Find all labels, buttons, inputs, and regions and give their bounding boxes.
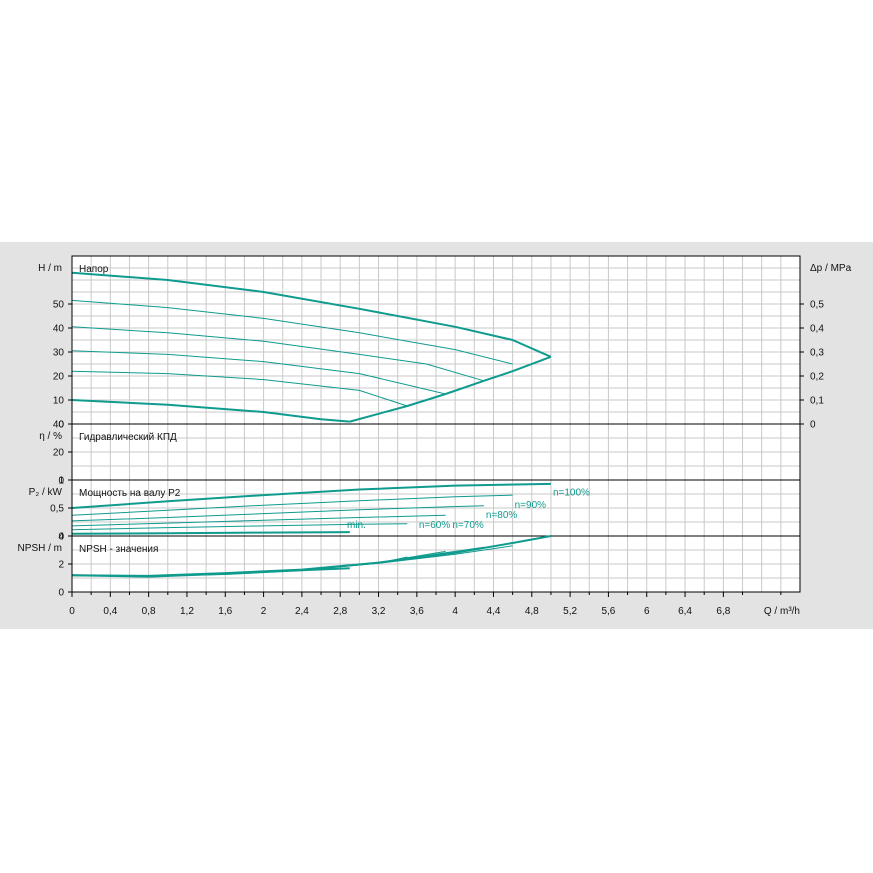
x-tick-label: 5,6 [601, 606, 615, 617]
series-line-n-90- [71, 494, 513, 516]
y-tick-label: 30 [53, 348, 65, 359]
series-label: n=100% [553, 488, 590, 499]
series-line-min- [71, 531, 350, 535]
y-tick-label: 0 [58, 476, 64, 487]
y-tick-label: 40 [53, 324, 65, 335]
series-line-n-70- [71, 350, 446, 395]
series-label: min. [347, 520, 366, 531]
y-axis-label: H / m [38, 263, 62, 274]
x-tick-label: 5,2 [563, 606, 577, 617]
y-axis-label: η / % [39, 431, 62, 442]
x-tick-label: 0,4 [103, 606, 117, 617]
y-right-tick-label: 0,2 [810, 372, 824, 383]
x-tick-label: 3,2 [372, 606, 386, 617]
y-axis-label: P₂ / kW [29, 487, 63, 498]
panel-title: NPSH - значения [79, 544, 158, 555]
x-axis-label: Q / m³/h [764, 606, 800, 617]
x-tick-label: 4,4 [487, 606, 501, 617]
panel-title: Гидравлический КПД [79, 432, 177, 443]
y-tick-label: 20 [53, 372, 65, 383]
x-tick-label: 2 [261, 606, 267, 617]
y-tick-label: 0,5 [50, 504, 64, 515]
y-axis-label: NPSH / m [18, 543, 62, 554]
series-line-n-80- [71, 326, 485, 382]
y-right-tick-label: 0,5 [810, 300, 824, 311]
y-right-tick-label: 0,1 [810, 396, 824, 407]
x-tick-label: 1,2 [180, 606, 194, 617]
y-tick-label: 0 [58, 588, 64, 599]
series-label: n=90% [515, 500, 547, 511]
x-tick-label: 6,8 [716, 606, 730, 617]
x-tick-label: 4,8 [525, 606, 539, 617]
y-tick-label: 20 [53, 448, 65, 459]
series-line-n-100- [71, 482, 551, 509]
series-line-n-90- [71, 299, 513, 365]
panel-title: Напор [79, 264, 109, 275]
series-label: n=70% [452, 520, 484, 531]
series-line-n-80- [71, 505, 484, 522]
x-tick-label: 6 [644, 606, 650, 617]
series-line-limit [349, 355, 552, 423]
y-right-tick-label: 0,3 [810, 348, 824, 359]
y-tick-label: 40 [53, 420, 65, 431]
x-tick-label: 4 [452, 606, 458, 617]
y-tick-label: 10 [53, 396, 65, 407]
y-tick-label: 2 [58, 560, 64, 571]
panel-title: Мощность на валу P2 [79, 488, 181, 499]
y-tick-label: 0 [58, 532, 64, 543]
y-axis-right-label: Δp / MPa [810, 263, 852, 274]
x-tick-label: 2,8 [333, 606, 347, 617]
series-label: n=80% [486, 510, 518, 521]
y-right-tick-label: 0,4 [810, 324, 824, 335]
x-tick-label: 0,8 [142, 606, 156, 617]
y-right-tick-label: 0 [810, 420, 816, 431]
x-tick-label: 2,4 [295, 606, 309, 617]
x-tick-label: 0 [69, 606, 75, 617]
y-tick-label: 50 [53, 300, 65, 311]
series-line-n-100- [71, 271, 552, 358]
y-tick-label: 0 [58, 420, 64, 431]
x-tick-label: 3,6 [410, 606, 424, 617]
series-line-n-60- [71, 370, 408, 407]
series-line-min- [71, 399, 350, 423]
y-tick-label: 4 [58, 532, 64, 543]
series-line-min- [71, 567, 350, 578]
series-line-n-60- [71, 523, 408, 531]
x-tick-label: 6,4 [678, 606, 692, 617]
series-line-n-70- [71, 514, 446, 527]
x-tick-label: 1,6 [218, 606, 232, 617]
y-tick-label: 1 [58, 476, 64, 487]
series-label: n=60% [419, 520, 451, 531]
